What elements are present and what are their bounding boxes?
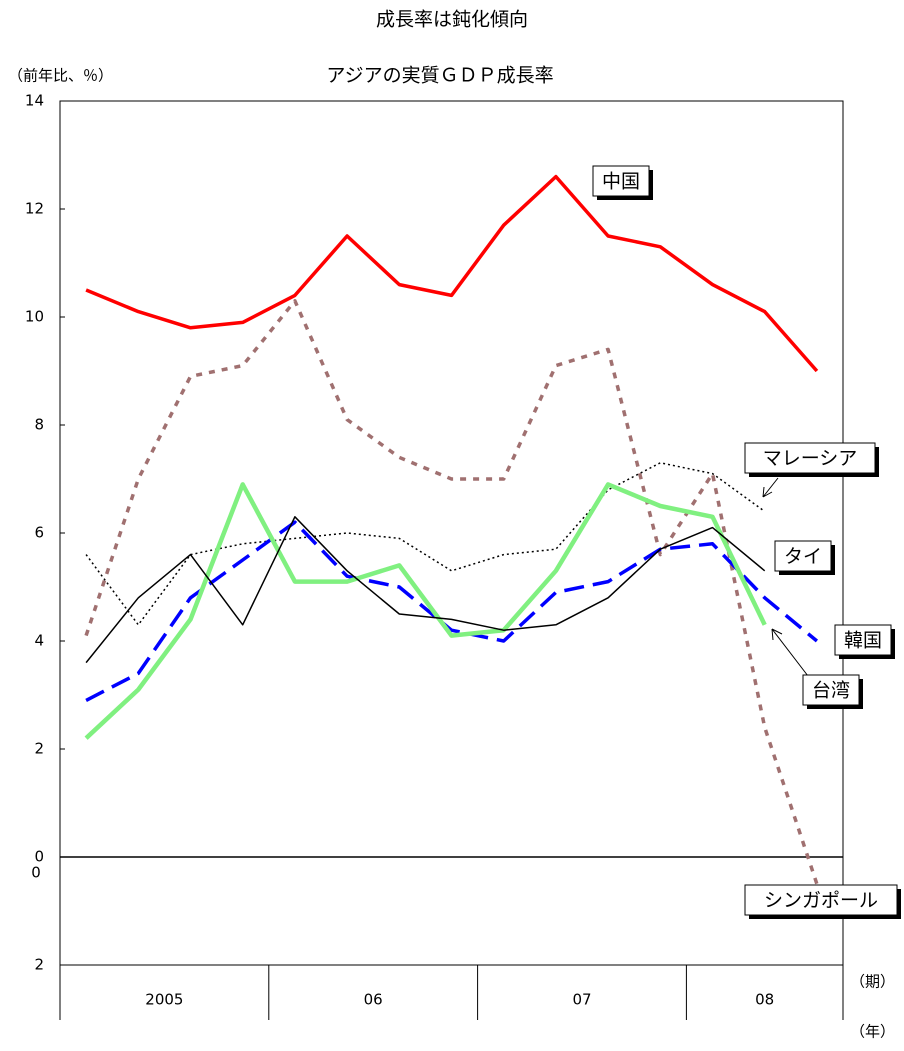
series-line (84, 299, 819, 885)
label-box (744, 442, 876, 474)
series-line (85, 516, 766, 664)
y-tick-label: 2 (34, 956, 44, 974)
legend-label: 中国 (602, 171, 640, 193)
label-box (834, 624, 892, 656)
x-group-label: 07 (572, 991, 591, 1009)
y-tick-label: 2 (34, 740, 44, 758)
legend-label: 台湾 (812, 680, 850, 702)
x-axis-label: （期） (850, 973, 895, 991)
y-tick-label: 8 (34, 416, 44, 434)
label-box (592, 165, 650, 197)
y-axis-label: （前年比、％） (8, 67, 113, 85)
chart-title: 成長率は鈍化傾向 (376, 9, 528, 31)
arrows (762, 477, 809, 677)
legend-label: シンガポール (764, 890, 878, 912)
arrow (762, 477, 779, 498)
y-tick-label: 14 (25, 92, 44, 110)
y-tick-label: 0 (34, 848, 44, 866)
x-axis-label: （年） (850, 1023, 895, 1041)
series-line (84, 482, 767, 740)
label-box (802, 674, 860, 706)
series-line (85, 462, 766, 626)
y-tick-label: 0 (31, 864, 41, 882)
label-box (744, 884, 898, 916)
label-box (774, 540, 832, 572)
y-tick-label: 4 (34, 632, 44, 650)
x-group-label: 06 (364, 991, 383, 1009)
legend-label: 韓国 (844, 630, 882, 652)
y-tick-label: 6 (34, 524, 44, 542)
series-line (85, 174, 819, 373)
x-group-label: 08 (755, 991, 774, 1009)
plot-frame (59, 100, 844, 966)
y-tick-label: 10 (25, 308, 44, 326)
chart-subtitle: アジアの実質ＧＤＰ成長率 (326, 65, 553, 87)
y-tick-label: 12 (25, 200, 44, 218)
legend-label: マレーシア (763, 448, 858, 470)
legend-label: タイ (784, 546, 822, 568)
arrow (771, 628, 809, 677)
x-group-label: 2005 (145, 991, 183, 1009)
series-line (85, 520, 819, 702)
